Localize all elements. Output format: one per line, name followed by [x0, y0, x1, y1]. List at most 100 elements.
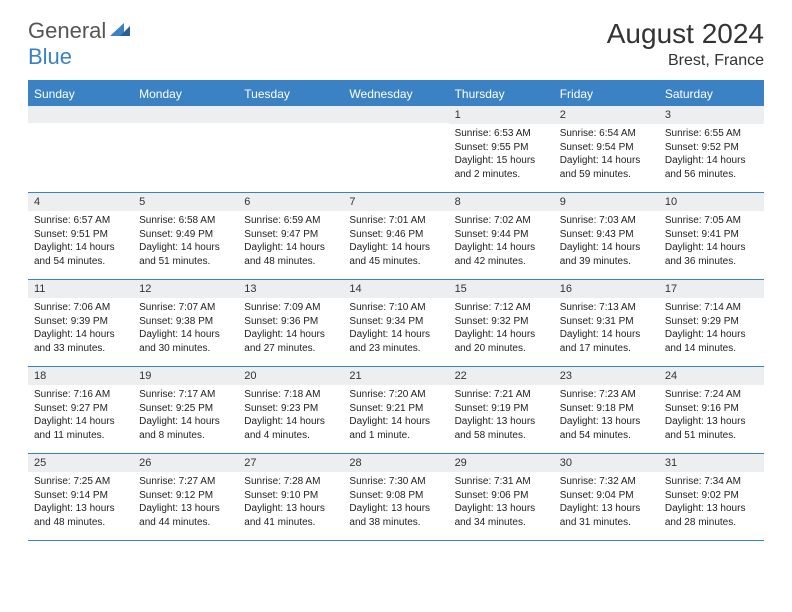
- day-cell: 6Sunrise: 6:59 AMSunset: 9:47 PMDaylight…: [238, 193, 343, 279]
- day-number: 21: [343, 367, 448, 385]
- logo: General: [28, 18, 134, 44]
- sunset-text: Sunset: 9:38 PM: [139, 315, 232, 329]
- daylight-text: Daylight: 14 hours and 33 minutes.: [34, 328, 127, 355]
- day-body: Sunrise: 7:31 AMSunset: 9:06 PMDaylight:…: [449, 472, 554, 533]
- sunrise-text: Sunrise: 6:54 AM: [560, 127, 653, 141]
- day-number: 31: [659, 454, 764, 472]
- day-body: Sunrise: 7:03 AMSunset: 9:43 PMDaylight:…: [554, 211, 659, 272]
- week-row: 4Sunrise: 6:57 AMSunset: 9:51 PMDaylight…: [28, 193, 764, 280]
- day-body: Sunrise: 6:59 AMSunset: 9:47 PMDaylight:…: [238, 211, 343, 272]
- day-cell: 5Sunrise: 6:58 AMSunset: 9:49 PMDaylight…: [133, 193, 238, 279]
- sunset-text: Sunset: 9:36 PM: [244, 315, 337, 329]
- day-body: Sunrise: 7:24 AMSunset: 9:16 PMDaylight:…: [659, 385, 764, 446]
- sunset-text: Sunset: 9:51 PM: [34, 228, 127, 242]
- day-body: Sunrise: 6:57 AMSunset: 9:51 PMDaylight:…: [28, 211, 133, 272]
- day-cell: 23Sunrise: 7:23 AMSunset: 9:18 PMDayligh…: [554, 367, 659, 453]
- sunrise-text: Sunrise: 6:55 AM: [665, 127, 758, 141]
- sunset-text: Sunset: 9:34 PM: [349, 315, 442, 329]
- sunset-text: Sunset: 9:12 PM: [139, 489, 232, 503]
- day-cell: 7Sunrise: 7:01 AMSunset: 9:46 PMDaylight…: [343, 193, 448, 279]
- logo-triangle-icon: [110, 20, 132, 43]
- calendar: Sunday Monday Tuesday Wednesday Thursday…: [28, 80, 764, 541]
- sunset-text: Sunset: 9:54 PM: [560, 141, 653, 155]
- day-number: 19: [133, 367, 238, 385]
- day-headers-row: Sunday Monday Tuesday Wednesday Thursday…: [28, 82, 764, 106]
- day-number: 14: [343, 280, 448, 298]
- day-body: Sunrise: 7:10 AMSunset: 9:34 PMDaylight:…: [343, 298, 448, 359]
- day-body: Sunrise: 7:20 AMSunset: 9:21 PMDaylight:…: [343, 385, 448, 446]
- day-cell: 27Sunrise: 7:28 AMSunset: 9:10 PMDayligh…: [238, 454, 343, 540]
- daylight-text: Daylight: 14 hours and 45 minutes.: [349, 241, 442, 268]
- week-row: 18Sunrise: 7:16 AMSunset: 9:27 PMDayligh…: [28, 367, 764, 454]
- sunset-text: Sunset: 9:43 PM: [560, 228, 653, 242]
- sunset-text: Sunset: 9:04 PM: [560, 489, 653, 503]
- sunrise-text: Sunrise: 7:01 AM: [349, 214, 442, 228]
- day-header-wed: Wednesday: [343, 82, 448, 106]
- day-number: 24: [659, 367, 764, 385]
- day-cell: 29Sunrise: 7:31 AMSunset: 9:06 PMDayligh…: [449, 454, 554, 540]
- day-body: Sunrise: 7:23 AMSunset: 9:18 PMDaylight:…: [554, 385, 659, 446]
- sunrise-text: Sunrise: 7:10 AM: [349, 301, 442, 315]
- day-cell: 3Sunrise: 6:55 AMSunset: 9:52 PMDaylight…: [659, 106, 764, 192]
- month-title: August 2024: [607, 18, 764, 50]
- day-number: 18: [28, 367, 133, 385]
- daylight-text: Daylight: 14 hours and 54 minutes.: [34, 241, 127, 268]
- day-body: Sunrise: 7:09 AMSunset: 9:36 PMDaylight:…: [238, 298, 343, 359]
- sunrise-text: Sunrise: 7:20 AM: [349, 388, 442, 402]
- day-body: Sunrise: 7:12 AMSunset: 9:32 PMDaylight:…: [449, 298, 554, 359]
- daylight-text: Daylight: 14 hours and 48 minutes.: [244, 241, 337, 268]
- day-body: Sunrise: 7:27 AMSunset: 9:12 PMDaylight:…: [133, 472, 238, 533]
- day-number: 12: [133, 280, 238, 298]
- day-cell: 2Sunrise: 6:54 AMSunset: 9:54 PMDaylight…: [554, 106, 659, 192]
- day-number: 4: [28, 193, 133, 211]
- sunrise-text: Sunrise: 6:58 AM: [139, 214, 232, 228]
- day-number: 29: [449, 454, 554, 472]
- sunset-text: Sunset: 9:47 PM: [244, 228, 337, 242]
- sunrise-text: Sunrise: 7:09 AM: [244, 301, 337, 315]
- day-cell: 19Sunrise: 7:17 AMSunset: 9:25 PMDayligh…: [133, 367, 238, 453]
- day-body: Sunrise: 7:25 AMSunset: 9:14 PMDaylight:…: [28, 472, 133, 533]
- day-cell: 10Sunrise: 7:05 AMSunset: 9:41 PMDayligh…: [659, 193, 764, 279]
- sunrise-text: Sunrise: 7:14 AM: [665, 301, 758, 315]
- sunset-text: Sunset: 9:06 PM: [455, 489, 548, 503]
- sunset-text: Sunset: 9:29 PM: [665, 315, 758, 329]
- day-header-sat: Saturday: [659, 82, 764, 106]
- day-cell: 9Sunrise: 7:03 AMSunset: 9:43 PMDaylight…: [554, 193, 659, 279]
- week-row: 25Sunrise: 7:25 AMSunset: 9:14 PMDayligh…: [28, 454, 764, 541]
- day-header-thu: Thursday: [449, 82, 554, 106]
- daylight-text: Daylight: 13 hours and 41 minutes.: [244, 502, 337, 529]
- sunset-text: Sunset: 9:02 PM: [665, 489, 758, 503]
- day-number: 15: [449, 280, 554, 298]
- sunrise-text: Sunrise: 6:59 AM: [244, 214, 337, 228]
- daylight-text: Daylight: 14 hours and 8 minutes.: [139, 415, 232, 442]
- day-number: 11: [28, 280, 133, 298]
- sunrise-text: Sunrise: 7:21 AM: [455, 388, 548, 402]
- day-number: 30: [554, 454, 659, 472]
- day-cell: 17Sunrise: 7:14 AMSunset: 9:29 PMDayligh…: [659, 280, 764, 366]
- sunset-text: Sunset: 9:25 PM: [139, 402, 232, 416]
- sunset-text: Sunset: 9:55 PM: [455, 141, 548, 155]
- day-header-sun: Sunday: [28, 82, 133, 106]
- title-block: August 2024 Brest, France: [607, 18, 764, 70]
- daylight-text: Daylight: 14 hours and 17 minutes.: [560, 328, 653, 355]
- day-cell: 30Sunrise: 7:32 AMSunset: 9:04 PMDayligh…: [554, 454, 659, 540]
- sunrise-text: Sunrise: 7:31 AM: [455, 475, 548, 489]
- day-number: 9: [554, 193, 659, 211]
- daylight-text: Daylight: 14 hours and 11 minutes.: [34, 415, 127, 442]
- day-body: Sunrise: 6:54 AMSunset: 9:54 PMDaylight:…: [554, 124, 659, 185]
- day-body: Sunrise: 7:06 AMSunset: 9:39 PMDaylight:…: [28, 298, 133, 359]
- sunset-text: Sunset: 9:19 PM: [455, 402, 548, 416]
- daylight-text: Daylight: 14 hours and 14 minutes.: [665, 328, 758, 355]
- day-body: Sunrise: 7:14 AMSunset: 9:29 PMDaylight:…: [659, 298, 764, 359]
- daylight-text: Daylight: 14 hours and 27 minutes.: [244, 328, 337, 355]
- sunset-text: Sunset: 9:52 PM: [665, 141, 758, 155]
- sunrise-text: Sunrise: 7:13 AM: [560, 301, 653, 315]
- day-cell: 26Sunrise: 7:27 AMSunset: 9:12 PMDayligh…: [133, 454, 238, 540]
- day-number: 26: [133, 454, 238, 472]
- daylight-text: Daylight: 14 hours and 36 minutes.: [665, 241, 758, 268]
- sunrise-text: Sunrise: 7:28 AM: [244, 475, 337, 489]
- sunrise-text: Sunrise: 7:24 AM: [665, 388, 758, 402]
- daylight-text: Daylight: 14 hours and 1 minute.: [349, 415, 442, 442]
- sunrise-text: Sunrise: 7:27 AM: [139, 475, 232, 489]
- day-cell: 22Sunrise: 7:21 AMSunset: 9:19 PMDayligh…: [449, 367, 554, 453]
